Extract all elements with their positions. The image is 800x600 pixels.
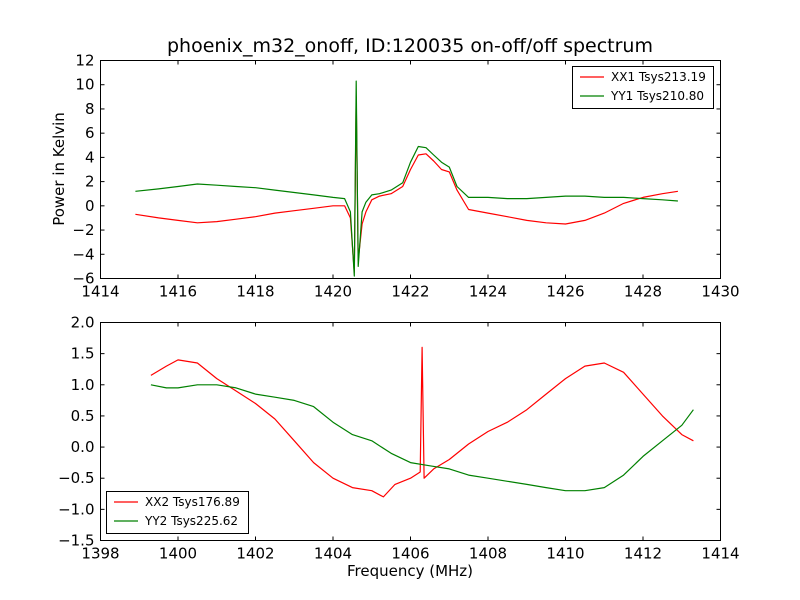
x-tick-label: 1422: [391, 283, 429, 301]
legend-frame: [572, 66, 714, 109]
x-tick-label: 1400: [159, 545, 197, 563]
top-plot: phoenix_m32_onoff, ID:120035 on-off/off …: [50, 35, 740, 301]
y-tick-label: 0: [85, 197, 95, 215]
x-axis-label: Frequency (MHz): [347, 562, 473, 580]
x-tick-label: 1404: [314, 545, 352, 563]
y-tick-label: 6: [85, 124, 95, 142]
bottom-plot-legend: XX2 Tsys176.89 YY2 Tsys225.62: [106, 491, 249, 534]
legend-frame: [106, 491, 249, 534]
x-tick-label: 1416: [159, 283, 197, 301]
x-tick-label: 1414: [81, 283, 119, 301]
y-tick-label: 0.5: [71, 407, 95, 425]
top-plot-series: [135, 80, 678, 277]
top-series-line-2: [135, 80, 678, 277]
y-tick-label: 0.0: [71, 438, 95, 456]
x-tick-label: 1420: [314, 283, 352, 301]
chart-title: phoenix_m32_onoff, ID:120035 on-off/off …: [167, 35, 653, 57]
x-tick-label: 1408: [469, 545, 507, 563]
y-tick-label: −1.0: [58, 500, 94, 518]
x-tick-label: 1406: [391, 545, 429, 563]
top-plot-ticks: 1414 1416 1418 1420 1422 1424 1426 1428 1430 −6 −4…: [72, 52, 739, 301]
x-tick-label: 1428: [624, 283, 662, 301]
y-tick-label: 10: [75, 76, 94, 94]
top-series-line-1: [135, 96, 678, 273]
y-tick-label: 2.0: [71, 314, 95, 332]
legend-label-yy2: YY2 Tsys225.62: [144, 514, 238, 528]
y-tick-label: 1.5: [71, 345, 95, 363]
legend-label-xx1: XX1 Tsys213.19: [611, 70, 706, 84]
y-tick-label: 4: [85, 148, 95, 166]
x-tick-label: 1410: [546, 545, 584, 563]
bottom-plot-ticks: 1398 1400 1402 1404 1406 1408 1410 1412 1414 −1.5…: [58, 314, 740, 563]
y-tick-label: −4: [72, 245, 94, 263]
bottom-plot: Frequency (MHz) 1398 1400 1402 1404 1406 1408…: [58, 314, 740, 581]
y-tick-label: 12: [75, 52, 94, 70]
legend-label-yy1: YY1 Tsys210.80: [610, 89, 704, 103]
top-plot-legend: XX1 Tsys213.19 YY1 Tsys210.80: [572, 66, 714, 109]
y-tick-label: −1.5: [58, 532, 94, 550]
x-tick-label: 1418: [236, 283, 274, 301]
y-tick-label: −6: [72, 270, 94, 288]
y-axis-label: Power in Kelvin: [50, 112, 68, 226]
x-tick-label: 1412: [624, 545, 662, 563]
y-tick-label: −0.5: [58, 469, 94, 487]
x-tick-label: 1424: [469, 283, 507, 301]
bottom-plot-series: [150, 346, 694, 498]
legend-label-xx2: XX2 Tsys176.89: [145, 495, 240, 509]
bottom-series-line-1: [150, 346, 694, 498]
x-tick-label: 1398: [81, 545, 119, 563]
x-tick-label: 1430: [701, 283, 739, 301]
y-tick-label: 1.0: [71, 376, 95, 394]
y-tick-label: 8: [85, 100, 95, 118]
x-tick-label: 1402: [236, 545, 274, 563]
y-tick-label: −2: [72, 221, 94, 239]
y-tick-label: 2: [85, 173, 95, 191]
x-tick-label: 1426: [546, 283, 584, 301]
bottom-series-line-2: [150, 384, 694, 492]
x-tick-label: 1414: [701, 545, 739, 563]
